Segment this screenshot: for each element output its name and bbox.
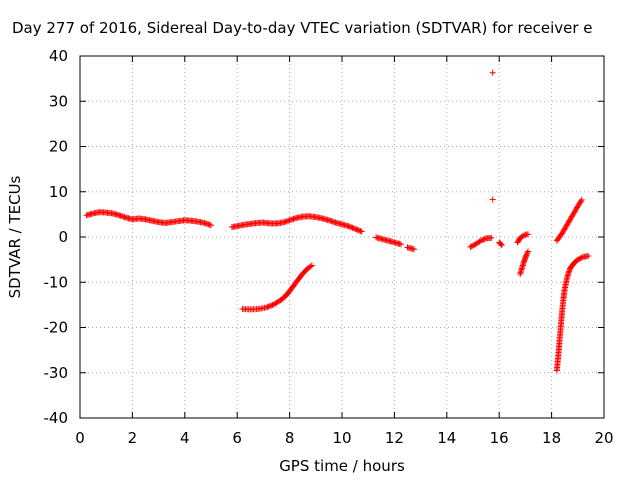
data-point: [476, 238, 483, 245]
data-point: [560, 227, 567, 234]
axis-ticks: 0 2 4 6 8 10 12 14 16 18 20 -40 -30 -20 -10 0 10 20 30 40: [44, 47, 614, 447]
data-point: [585, 253, 592, 260]
x-tick-label: 4: [180, 429, 190, 447]
data-point: [563, 222, 570, 229]
data-point: [559, 229, 566, 236]
data-point: [577, 255, 584, 262]
data-point: [577, 198, 584, 205]
x-tick-label: 10: [332, 429, 351, 447]
data-point: [468, 243, 475, 250]
data-point: [523, 251, 530, 258]
isolated-data-point: [489, 196, 496, 203]
y-tick-label: 30: [49, 92, 68, 110]
data-point: [352, 225, 359, 232]
y-tick-label: 10: [49, 183, 68, 201]
x-tick-label: 2: [128, 429, 138, 447]
data-point: [357, 228, 364, 235]
data-point: [354, 226, 361, 233]
data-point: [353, 226, 360, 233]
y-tick-label: 40: [49, 47, 68, 65]
data-point: [345, 223, 352, 230]
data-point: [497, 241, 504, 248]
data-point: [263, 304, 270, 311]
data-point: [566, 217, 573, 224]
x-tick-label: 16: [490, 429, 509, 447]
x-tick-label: 8: [285, 429, 295, 447]
data-point: [524, 249, 531, 256]
data-point: [480, 236, 487, 243]
data-point: [525, 248, 532, 255]
data-point: [467, 243, 474, 250]
data-point: [358, 228, 365, 235]
data-point: [568, 213, 575, 220]
y-axis-label: SDTVAR / TECUs: [6, 175, 24, 298]
data-point: [572, 207, 579, 214]
data-point: [521, 232, 528, 239]
data-point: [562, 223, 569, 230]
data-point: [571, 208, 578, 215]
data-point: [348, 224, 355, 231]
data-point: [269, 301, 276, 308]
y-tick-label: -40: [44, 409, 69, 427]
data-point: [498, 242, 505, 249]
data-point: [576, 255, 583, 262]
data-point: [266, 303, 273, 310]
data-point: [519, 233, 526, 240]
data-point: [569, 212, 576, 219]
data-point: [578, 196, 585, 203]
data-point: [268, 302, 275, 309]
data-point: [470, 242, 476, 249]
data-point: [350, 225, 357, 232]
data-point: [481, 235, 488, 242]
data-point: [567, 216, 574, 223]
x-tick-label: 12: [385, 429, 404, 447]
data-point: [561, 226, 568, 233]
data-point: [573, 205, 580, 212]
x-tick-label: 0: [75, 429, 85, 447]
x-tick-label: 14: [437, 429, 456, 447]
x-tick-label: 20: [594, 429, 613, 447]
y-tick-label: -30: [44, 364, 69, 382]
data-point: [411, 246, 418, 253]
data-point: [308, 262, 315, 269]
data-point: [574, 256, 581, 263]
data-point: [571, 209, 578, 216]
data-point: [349, 224, 356, 231]
data-point: [265, 303, 272, 310]
grid: [80, 56, 604, 418]
data-point: [346, 223, 353, 230]
data-point: [564, 221, 571, 228]
data-point: [578, 254, 585, 261]
data-point: [397, 241, 404, 248]
data-point: [565, 220, 572, 227]
data-point: [208, 222, 214, 229]
data-point: [568, 214, 575, 221]
data-point: [356, 227, 363, 234]
x-tick-label: 6: [232, 429, 242, 447]
data-point: [264, 304, 271, 311]
data-point: [559, 230, 566, 237]
x-tick-label: 18: [542, 429, 561, 447]
y-tick-label: -10: [44, 273, 69, 291]
data-point: [562, 225, 569, 232]
y-tick-label: 20: [49, 138, 68, 156]
isolated-data-point: [489, 69, 496, 76]
data-point: [479, 237, 486, 244]
data-point: [525, 231, 532, 238]
data-point: [565, 218, 572, 225]
data-point: [488, 234, 495, 241]
data-series: [83, 69, 592, 374]
chart-title: Day 277 of 2016, Sidereal Day-to-day VTE…: [12, 19, 593, 37]
x-axis-label: GPS time / hours: [279, 457, 405, 475]
y-tick-label: 0: [58, 228, 68, 246]
data-point: [570, 210, 577, 217]
y-tick-label: -20: [44, 319, 69, 337]
data-point: [307, 263, 314, 270]
data-point: [477, 237, 484, 244]
